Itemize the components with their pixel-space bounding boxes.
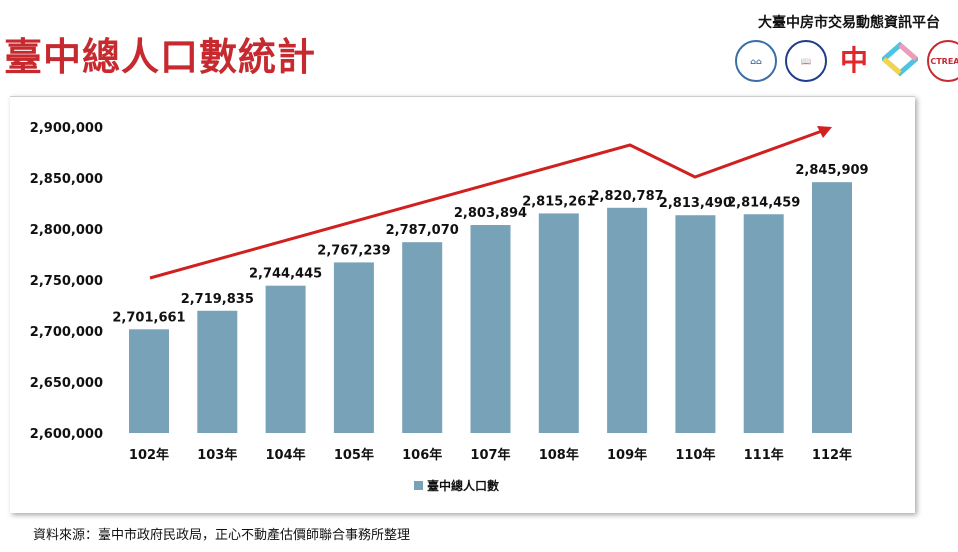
bar bbox=[333, 262, 374, 433]
y-tick-label: 2,750,000 bbox=[30, 274, 103, 289]
y-tick-label: 2,700,000 bbox=[30, 325, 103, 340]
x-tick-label: 102年 bbox=[129, 447, 169, 463]
trend-arrow-head-icon bbox=[817, 126, 832, 138]
data-label: 2,803,894 bbox=[454, 206, 527, 221]
y-tick-label: 2,650,000 bbox=[30, 376, 103, 391]
house-logo-icon: ⌂⌂ bbox=[735, 40, 777, 82]
bar bbox=[265, 285, 306, 433]
data-label: 2,744,445 bbox=[249, 267, 322, 282]
y-tick-label: 2,800,000 bbox=[30, 223, 103, 238]
x-tick-label: 107年 bbox=[470, 447, 510, 463]
partner-logos: ⌂⌂ 📖 中 CTREAA bbox=[735, 40, 958, 82]
x-tick-label: 104年 bbox=[266, 447, 306, 463]
y-tick-label: 2,600,000 bbox=[30, 427, 103, 442]
data-label: 2,767,239 bbox=[317, 243, 390, 258]
y-tick-label: 2,850,000 bbox=[30, 172, 103, 187]
x-tick-label: 112年 bbox=[812, 447, 852, 463]
school-logo-icon: 📖 bbox=[785, 40, 827, 82]
bar bbox=[470, 225, 511, 433]
source-note: 資料來源：臺中市政府民政局，正心不動產估價師聯合事務所整理 bbox=[33, 528, 411, 543]
zhong-logo-icon: 中 bbox=[839, 44, 868, 77]
legend-swatch bbox=[414, 481, 423, 490]
data-label: 2,814,459 bbox=[727, 195, 800, 210]
x-tick-label: 103年 bbox=[197, 447, 237, 463]
x-tick-label: 109年 bbox=[607, 447, 647, 463]
data-label: 2,813,490 bbox=[659, 196, 732, 211]
diamond-logo-icon bbox=[881, 40, 919, 78]
data-label: 2,845,909 bbox=[795, 163, 868, 178]
data-label: 2,787,070 bbox=[386, 223, 459, 238]
bar bbox=[607, 207, 648, 433]
bar bbox=[538, 213, 579, 433]
y-tick-label: 2,900,000 bbox=[30, 121, 103, 136]
ctreaa-logo: CTREAA bbox=[927, 40, 958, 82]
bar bbox=[675, 215, 716, 433]
data-label: 2,701,661 bbox=[112, 310, 185, 325]
platform-name: 大臺中房市交易動態資訊平台 bbox=[758, 15, 940, 31]
data-label: 2,719,835 bbox=[181, 292, 254, 307]
bar bbox=[197, 310, 238, 433]
x-tick-label: 105年 bbox=[334, 447, 374, 463]
bar bbox=[402, 242, 443, 433]
x-tick-label: 106年 bbox=[402, 447, 442, 463]
trend-arrow-line bbox=[149, 129, 823, 280]
bar bbox=[812, 182, 852, 433]
x-tick-label: 110年 bbox=[675, 447, 715, 463]
bar bbox=[129, 329, 169, 433]
data-label: 2,820,787 bbox=[590, 189, 663, 204]
x-tick-label: 108年 bbox=[539, 447, 579, 463]
x-tick-label: 111年 bbox=[744, 447, 784, 463]
bar bbox=[743, 214, 784, 433]
legend-label: 臺中總人口數 bbox=[427, 478, 499, 493]
data-label: 2,815,261 bbox=[522, 194, 595, 209]
page-title: 臺中總人口數統計 bbox=[4, 35, 317, 79]
